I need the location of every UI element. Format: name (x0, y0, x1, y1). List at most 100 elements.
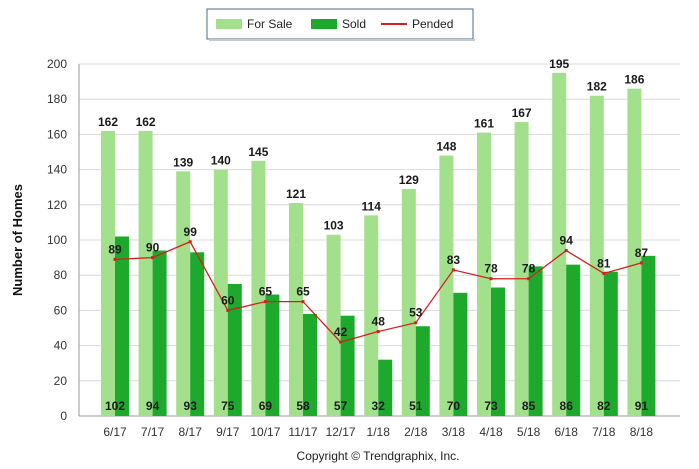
data-label-sold: 93 (184, 399, 198, 413)
y-tick-label: 40 (54, 339, 68, 353)
data-label-pended: 83 (447, 253, 461, 267)
x-tick-label: 7/18 (592, 425, 616, 439)
data-label-sold: 85 (522, 399, 536, 413)
data-label-for-sale: 195 (549, 57, 569, 71)
data-label-for-sale: 162 (98, 115, 118, 129)
pended-point (188, 240, 192, 244)
bar-for-sale (552, 72, 567, 417)
bar-sold (115, 236, 129, 416)
bar-for-sale (589, 95, 604, 417)
legend-swatch (216, 19, 242, 29)
data-label-sold: 91 (635, 399, 649, 413)
data-label-pended: 90 (146, 241, 160, 255)
x-tick-label: 3/18 (442, 425, 466, 439)
x-tick-label: 12/17 (326, 425, 356, 439)
pended-point (527, 277, 531, 281)
data-label-pended: 81 (597, 256, 611, 270)
bar-for-sale (401, 188, 416, 416)
x-tick-label: 10/17 (250, 425, 280, 439)
data-label-sold: 94 (146, 399, 160, 413)
y-tick-label: 200 (47, 57, 67, 71)
bar-sold (528, 266, 543, 416)
bar-sold (453, 292, 468, 416)
bars (101, 72, 656, 417)
data-label-for-sale: 114 (362, 199, 382, 213)
x-tick-label: 8/18 (630, 425, 654, 439)
y-tick-label: 120 (47, 198, 67, 212)
x-tick-label: 8/17 (179, 425, 203, 439)
data-label-sold: 70 (447, 399, 461, 413)
data-label-sold: 82 (597, 399, 611, 413)
x-tick-label: 4/18 (479, 425, 503, 439)
pended-point (151, 256, 155, 260)
x-tick-label: 6/18 (555, 425, 579, 439)
x-tick-labels: 6/17 7/17 8/17 9/17 10/17 11/17 12/17 1/18 2/18 3… (103, 425, 653, 439)
data-label-for-sale: 148 (436, 140, 456, 154)
x-tick-label: 9/17 (216, 425, 240, 439)
data-label-sold: 51 (409, 399, 423, 413)
data-label-sold: 57 (334, 399, 348, 413)
x-tick-label: 11/17 (288, 425, 317, 439)
x-tick-label: 6/17 (103, 425, 127, 439)
pended-point (339, 340, 343, 344)
bar-sold (152, 250, 167, 416)
data-label-sold: 73 (484, 399, 498, 413)
bar-for-sale (176, 171, 191, 416)
y-tick-label: 80 (54, 268, 68, 282)
data-label-pended: 89 (108, 242, 122, 256)
data-label-sold: 58 (296, 399, 310, 413)
bar-sold (415, 326, 430, 416)
bar-sold (265, 294, 280, 416)
bar-for-sale (627, 88, 642, 416)
bar-sold (641, 255, 656, 416)
x-tick-label: 1/18 (367, 425, 391, 439)
data-label-for-sale: 121 (286, 187, 306, 201)
x-tick-label: 7/17 (141, 425, 165, 439)
data-label-pended: 65 (296, 285, 310, 299)
pended-line-layer (113, 240, 643, 344)
data-label-for-sale: 139 (173, 155, 193, 169)
bar-for-sale (213, 169, 228, 416)
bar-for-sale (326, 234, 341, 416)
bar-for-sale (364, 215, 379, 416)
bar-for-sale (477, 132, 491, 416)
bar-for-sale (138, 130, 153, 416)
legend-label: Sold (342, 17, 366, 31)
data-label-pended: 87 (635, 246, 649, 260)
data-label-for-sale: 161 (474, 117, 494, 131)
y-tick-label: 100 (47, 233, 67, 247)
bar-for-sale (101, 130, 115, 416)
y-tick-labels: 0 20 40 60 80 100 120 140 160 180 200 (47, 57, 67, 423)
data-label-for-sale: 129 (399, 173, 419, 187)
legend-label: For Sale (247, 17, 293, 31)
pended-point (639, 261, 643, 265)
y-tick-label: 20 (54, 374, 68, 388)
data-label-pended: 94 (560, 234, 574, 248)
pended-point (451, 268, 455, 272)
data-labels: 162 102 89 162 94 90 139 93 99 140 75 60 145 69 65 121 5… (98, 57, 648, 413)
x-tick-label: 5/18 (517, 425, 541, 439)
pended-point (376, 330, 380, 334)
data-label-for-sale: 186 (624, 73, 644, 87)
bar-sold (227, 284, 242, 416)
bar-for-sale (514, 122, 529, 416)
legend: For Sale Sold Pended (206, 8, 475, 41)
data-label-pended: 53 (409, 306, 423, 320)
data-label-for-sale: 182 (587, 80, 607, 94)
bar-for-sale (251, 160, 266, 416)
y-tick-label: 180 (47, 92, 67, 106)
bar-for-sale (439, 155, 454, 416)
data-label-pended: 60 (221, 293, 235, 307)
bar-sold (378, 359, 393, 416)
pended-point (414, 321, 418, 325)
pended-point (301, 300, 305, 304)
pended-point (263, 300, 267, 304)
data-label-pended: 99 (184, 225, 198, 239)
pended-point (564, 249, 568, 253)
y-tick-label: 160 (47, 127, 67, 141)
data-label-sold: 75 (221, 399, 235, 413)
data-label-for-sale: 145 (248, 145, 268, 159)
data-label-for-sale: 162 (136, 115, 156, 129)
pended-point (602, 271, 606, 275)
bar-sold (566, 264, 581, 416)
